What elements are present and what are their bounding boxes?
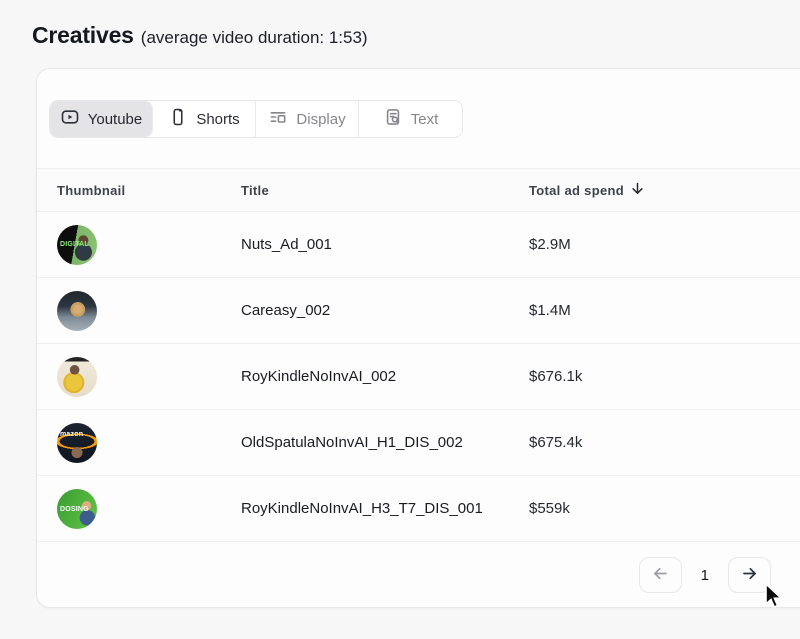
prev-page-button[interactable] <box>638 557 682 593</box>
tab-youtube[interactable]: Youtube <box>50 101 153 137</box>
video-thumbnail[interactable]: DIGITAL <box>57 224 97 265</box>
tab-shorts[interactable]: Shorts <box>153 101 256 137</box>
next-page-button[interactable] <box>728 557 771 593</box>
table-header-row: Thumbnail Title Total ad spend <box>37 168 800 212</box>
column-header-thumbnail: Thumbnail <box>57 182 126 198</box>
thumbnail-overlay-text: DIGITAL <box>60 241 89 249</box>
page-title: Creatives <box>32 22 134 48</box>
arrow-right-icon <box>740 564 759 586</box>
tab-display-label: Display <box>296 110 346 128</box>
creative-title: Nuts_Ad_001 <box>241 236 332 253</box>
video-thumbnail[interactable] <box>57 290 97 331</box>
table-row[interactable]: mazon OldSpatulaNoInvAI_H1_DIS_002 $675.… <box>37 410 800 476</box>
page-header: Creatives (average video duration: 1:53) <box>0 0 800 49</box>
page-subtitle: (average video duration: 1:53) <box>140 28 368 47</box>
creative-type-tabs: Youtube Shorts Display <box>49 100 463 138</box>
ad-spend-value: $559k <box>529 500 570 517</box>
creative-title: Careasy_002 <box>241 302 331 319</box>
column-header-title: Title <box>241 182 269 198</box>
file-search-icon <box>383 107 403 131</box>
ad-spend-value: $675.4k <box>529 434 583 451</box>
pagination: 1 <box>37 542 800 607</box>
thumbnail-overlay-text: mazon <box>60 431 84 439</box>
creative-title: RoyKindleNoInvAI_002 <box>241 368 397 385</box>
sort-desc-icon[interactable] <box>630 181 645 199</box>
youtube-play-icon <box>60 107 80 131</box>
table-row[interactable]: DOSING RoyKindleNoInvAI_H3_T7_DIS_001 $5… <box>37 476 800 542</box>
video-thumbnail[interactable]: DOSING <box>57 488 97 529</box>
current-page-number: 1 <box>700 566 709 584</box>
phone-icon <box>168 107 188 131</box>
table-row[interactable]: Careasy_002 $1.4M <box>37 278 800 344</box>
table-row[interactable]: RoyKindleNoInvAI_002 $676.1k <box>37 344 800 410</box>
table-body: DIGITAL Nuts_Ad_001 $2.9M Careasy_002 $1… <box>37 212 800 542</box>
creatives-card: Youtube Shorts Display <box>36 68 800 608</box>
tab-shorts-label: Shorts <box>196 110 240 128</box>
column-header-total-ad-spend[interactable]: Total ad spend <box>529 181 800 199</box>
creative-title: RoyKindleNoInvAI_H3_T7_DIS_001 <box>241 500 483 517</box>
tab-display[interactable]: Display <box>256 101 359 137</box>
creatives-table: Thumbnail Title Total ad spend DIGITAL <box>37 168 800 542</box>
thumbnail-overlay-text: DOSING <box>60 506 89 514</box>
video-thumbnail[interactable]: mazon <box>57 422 97 463</box>
list-layout-icon <box>268 107 288 131</box>
arrow-left-icon <box>651 564 670 586</box>
tab-text[interactable]: Text <box>359 101 462 137</box>
video-thumbnail[interactable] <box>57 356 97 397</box>
tab-youtube-label: Youtube <box>87 110 143 128</box>
creative-title: OldSpatulaNoInvAI_H1_DIS_002 <box>241 434 463 451</box>
ad-spend-value: $676.1k <box>529 368 583 385</box>
tab-text-label: Text <box>410 110 439 128</box>
table-row[interactable]: DIGITAL Nuts_Ad_001 $2.9M <box>37 212 800 278</box>
ad-spend-value: $2.9M <box>529 236 571 253</box>
ad-spend-value: $1.4M <box>529 302 571 319</box>
